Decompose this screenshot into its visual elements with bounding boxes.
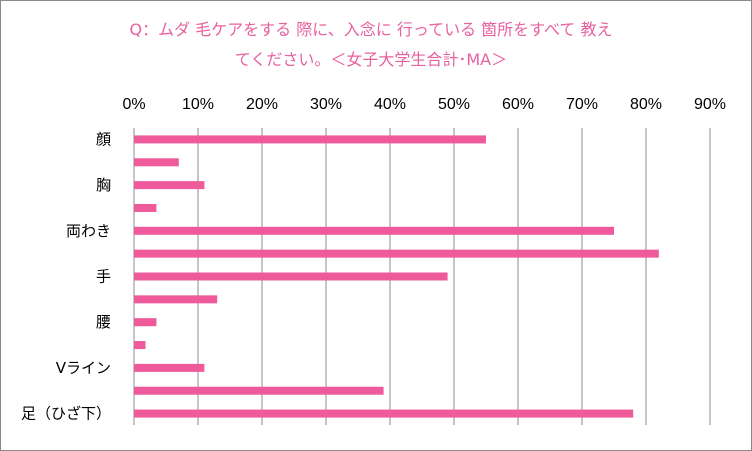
x-tick-label-5: 50% [438,96,470,113]
x-tick-label-3: 30% [310,96,342,113]
bar-9 [134,341,146,350]
category-label-8: 腰 [96,313,111,331]
x-tick-label-8: 80% [630,96,662,113]
category-label-12: 足（ひざ下） [21,405,111,423]
bar-5 [134,249,659,258]
category-label-2: 胸 [96,176,111,194]
bar-1 [134,158,179,167]
bar-11 [134,386,384,395]
bar-3 [134,203,157,212]
chart-title: Q：ムダ 毛ケアをする 際に、入念に 行っている 箇所をすべて 教え てください… [61,15,681,75]
x-tick-label-2: 20% [246,96,278,113]
x-tick-label-4: 40% [374,96,406,113]
bar-2 [134,181,205,190]
bar-12 [134,409,634,418]
x-tick-label-7: 70% [566,96,598,113]
x-tick-label-9: 90% [694,96,726,113]
x-tick-label-6: 60% [502,96,534,113]
category-label-6: 手 [96,268,111,286]
bar-8 [134,318,157,327]
bar-6 [134,272,448,281]
x-tick-label-1: 10% [182,96,214,113]
bar-7 [134,295,218,304]
category-label-4: 両わき [66,222,111,240]
bar-4 [134,226,614,235]
bar-0 [134,135,486,144]
category-label-0: 顔 [96,130,111,148]
category-label-10: Vライン [56,359,111,377]
x-tick-label-0: 0% [122,96,145,113]
chart-title-line-1: Q：ムダ 毛ケアをする 際に、入念に 行っている 箇所をすべて 教え [129,20,613,39]
chart-title-line-2: てください。＜女子大学生合計･MA＞ [234,50,508,69]
bar-10 [134,363,205,372]
